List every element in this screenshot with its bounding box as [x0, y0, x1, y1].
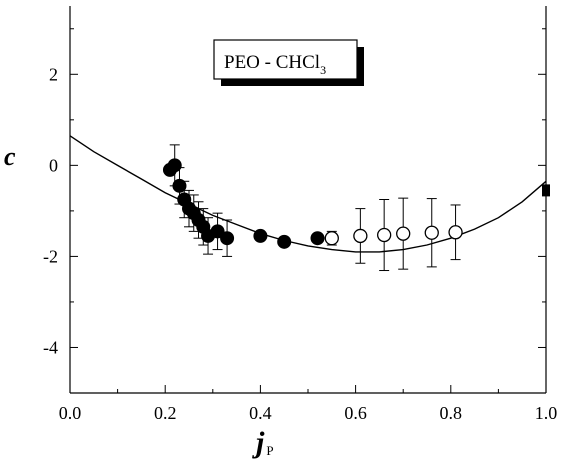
- data-point-filled: [277, 234, 292, 249]
- legend-frame: [213, 39, 358, 80]
- data-point-square: [542, 184, 550, 197]
- svg-text:PEO - CHCl3: PEO - CHCl3: [224, 52, 326, 77]
- data-point-open: [424, 225, 439, 240]
- data-point-filled: [220, 231, 235, 246]
- legend-text: PEO - CHCl: [224, 52, 320, 73]
- y-axis-label: c: [4, 142, 16, 171]
- data-point-filled: [310, 231, 325, 246]
- data-points-group: [162, 144, 550, 272]
- fit-curve: [69, 135, 547, 253]
- data-point-open: [396, 226, 411, 241]
- x-tick-label: 0.6: [344, 403, 367, 423]
- x-tick-label: 0.8: [440, 403, 463, 423]
- data-point-filled: [167, 158, 182, 173]
- data-point-filled: [210, 224, 225, 239]
- data-point-open: [448, 225, 463, 240]
- data-point-filled: [172, 178, 187, 193]
- svg-text:jP: jP: [252, 426, 274, 459]
- x-axis-label-subscript: P: [266, 443, 273, 458]
- y-tick-label: -4: [43, 337, 58, 357]
- x-tick-label: 0.4: [249, 403, 272, 423]
- y-tick-label: 2: [49, 64, 58, 84]
- x-tick-label: 0.0: [59, 403, 82, 423]
- legend-subscript: 3: [320, 63, 326, 77]
- x-tick-label: 0.2: [154, 403, 177, 423]
- data-point-open: [324, 231, 339, 246]
- x-axis-label: j: [252, 426, 265, 459]
- legend-box: PEO - CHCl3: [213, 39, 364, 86]
- y-tick-label: 0: [49, 155, 58, 175]
- ticks-group: 0.0 0.2 0.4 0.6 0.8 1.0 2 0 -2 -4: [43, 28, 558, 423]
- x-tick-label: 1.0: [535, 403, 558, 423]
- data-point-filled: [253, 228, 268, 243]
- fit-curve-group: [69, 135, 547, 253]
- data-point-open: [377, 227, 392, 243]
- y-tick-label: -2: [43, 246, 58, 266]
- data-point-open: [353, 228, 368, 244]
